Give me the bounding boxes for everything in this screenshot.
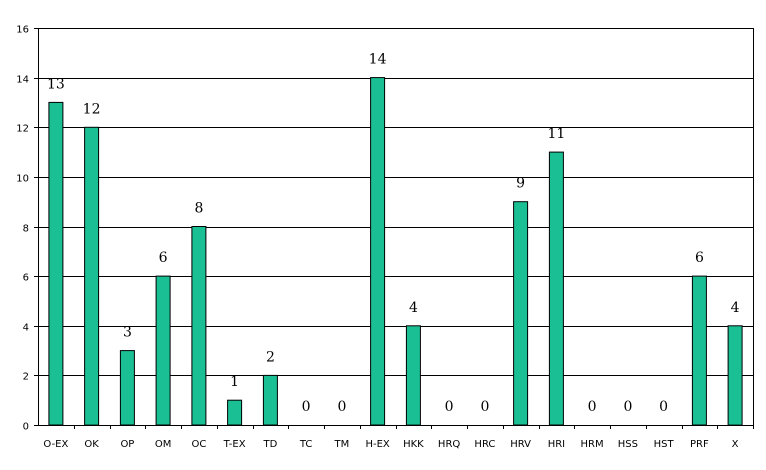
- data-label: 6: [159, 250, 168, 266]
- y-tick-label: 0: [23, 422, 29, 433]
- bar: [84, 126, 100, 426]
- data-label: 0: [302, 399, 311, 415]
- data-label: 3: [123, 325, 132, 341]
- x-tick-label: TD: [262, 439, 277, 450]
- x-tick-label: OP: [120, 439, 134, 450]
- y-tick-label: 4: [23, 323, 29, 334]
- x-tick-label: O-EX: [43, 439, 68, 450]
- y-tick-label: 14: [16, 75, 29, 86]
- data-label: 8: [194, 201, 203, 217]
- data-label: 2: [266, 349, 275, 365]
- x-tick-label: X: [732, 439, 739, 450]
- y-tick-label: 2: [23, 372, 29, 383]
- x-tick-label: HKK: [403, 439, 424, 450]
- data-label: 11: [547, 126, 565, 142]
- bar: [191, 226, 207, 426]
- x-tick-label: OK: [84, 439, 99, 450]
- y-tick-label: 10: [16, 174, 29, 185]
- data-label: 13: [47, 76, 65, 92]
- bar: [548, 151, 564, 426]
- bar: [227, 399, 243, 426]
- axes: [38, 28, 754, 426]
- x-tick-label: HST: [654, 439, 675, 450]
- y-axis-ticks: 0 2 4 6 8 10 12 14 16: [16, 25, 38, 433]
- x-tick-label: TC: [299, 439, 313, 450]
- data-label: 4: [731, 300, 740, 316]
- x-tick-label: HRC: [474, 439, 495, 450]
- x-tick-label: HRQ: [438, 439, 460, 450]
- data-label: 0: [445, 399, 454, 415]
- bar: [155, 275, 171, 426]
- x-tick-label: PRF: [690, 439, 709, 450]
- y-tick-label: 12: [16, 124, 29, 135]
- data-label: 0: [623, 399, 632, 415]
- data-label: 0: [659, 399, 668, 415]
- data-label: 14: [369, 52, 387, 68]
- x-tick-label: T-EX: [223, 439, 246, 450]
- bar: [691, 275, 707, 426]
- x-tick-label: OC: [191, 439, 206, 450]
- x-tick-label: HRM: [581, 439, 604, 450]
- data-label: 9: [516, 176, 525, 192]
- bar: [48, 101, 64, 426]
- y-tick-label: 16: [16, 25, 29, 36]
- y-tick-label: 8: [23, 224, 29, 235]
- x-tick-label: HRV: [510, 439, 531, 450]
- bar: [119, 350, 135, 426]
- x-tick-label: HRI: [548, 439, 565, 450]
- data-label: 12: [83, 101, 101, 117]
- x-tick-label: OM: [155, 439, 172, 450]
- x-axis-labels: O-EX OK OP OM OC T-EX TD TC TM H-EX HKK HRQ HRC HRV HR…: [43, 425, 754, 450]
- x-tick-label: TM: [334, 439, 350, 450]
- data-label: 0: [588, 399, 597, 415]
- x-tick-label: H-EX: [365, 439, 389, 450]
- gridlines: [38, 28, 753, 376]
- data-label: 6: [695, 250, 704, 266]
- x-tick-label: HSS: [618, 439, 638, 450]
- bar: [727, 325, 743, 426]
- bar: [262, 374, 278, 426]
- data-label: 1: [230, 374, 239, 390]
- data-label: 0: [480, 399, 489, 415]
- data-label: 4: [409, 300, 418, 316]
- bars: [48, 77, 743, 426]
- bar: [405, 325, 421, 426]
- data-label: 0: [337, 399, 346, 415]
- y-tick-label: 6: [23, 273, 29, 284]
- bar: [513, 201, 529, 426]
- bar: [370, 77, 386, 426]
